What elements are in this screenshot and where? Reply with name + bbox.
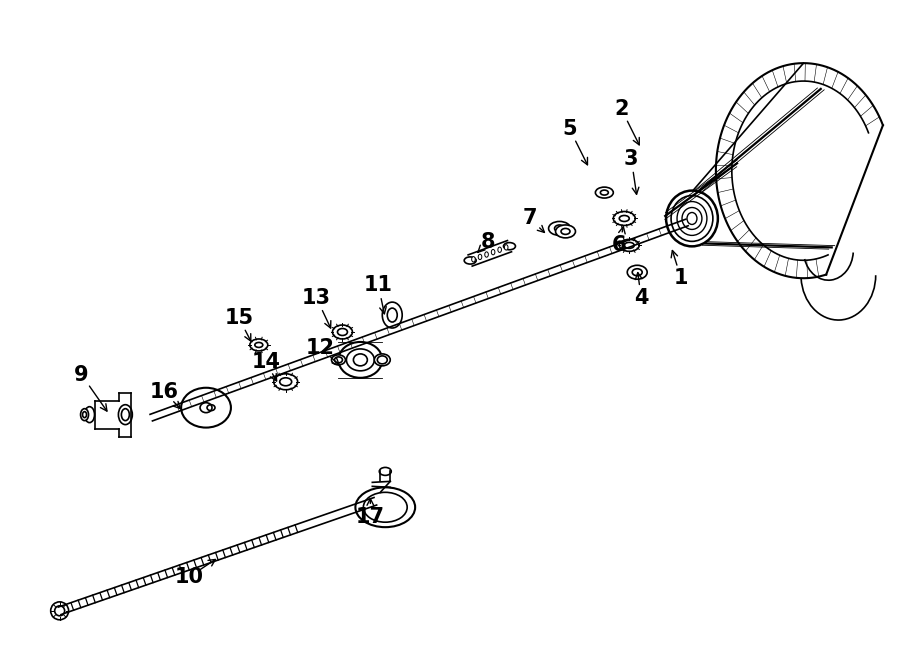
Ellipse shape	[549, 221, 571, 235]
Text: 7: 7	[522, 208, 537, 229]
Ellipse shape	[491, 249, 495, 255]
Ellipse shape	[478, 254, 482, 260]
Text: 13: 13	[302, 288, 331, 308]
Text: 10: 10	[175, 567, 203, 587]
Text: 16: 16	[149, 382, 179, 402]
Text: 5: 5	[562, 119, 577, 139]
Ellipse shape	[250, 339, 268, 351]
Ellipse shape	[613, 212, 635, 225]
Text: 9: 9	[74, 365, 89, 385]
Ellipse shape	[181, 388, 231, 428]
Ellipse shape	[472, 256, 475, 262]
Ellipse shape	[274, 374, 298, 390]
Ellipse shape	[81, 408, 88, 420]
Ellipse shape	[369, 493, 382, 509]
Ellipse shape	[379, 467, 392, 475]
Text: 1: 1	[674, 268, 688, 288]
Text: 6: 6	[612, 235, 626, 255]
Ellipse shape	[50, 602, 68, 620]
Ellipse shape	[555, 225, 575, 238]
Ellipse shape	[596, 187, 613, 198]
Text: 17: 17	[356, 507, 385, 527]
Text: 15: 15	[224, 308, 254, 328]
Ellipse shape	[356, 487, 415, 527]
Ellipse shape	[85, 407, 94, 422]
Text: 8: 8	[481, 233, 495, 253]
Ellipse shape	[666, 190, 718, 247]
Ellipse shape	[627, 265, 647, 279]
Text: 2: 2	[614, 99, 628, 119]
Ellipse shape	[332, 325, 353, 339]
Text: 14: 14	[251, 352, 280, 372]
Ellipse shape	[464, 257, 476, 264]
Ellipse shape	[503, 243, 516, 250]
Ellipse shape	[374, 354, 391, 366]
Text: 12: 12	[306, 338, 335, 358]
Ellipse shape	[382, 302, 402, 328]
Ellipse shape	[119, 405, 132, 424]
Ellipse shape	[619, 239, 639, 251]
Ellipse shape	[331, 355, 346, 365]
Ellipse shape	[498, 247, 501, 253]
Text: 11: 11	[364, 275, 392, 295]
Text: 3: 3	[624, 149, 638, 169]
Ellipse shape	[338, 342, 382, 378]
Ellipse shape	[485, 252, 489, 257]
Ellipse shape	[504, 245, 508, 250]
Text: 4: 4	[634, 288, 648, 308]
